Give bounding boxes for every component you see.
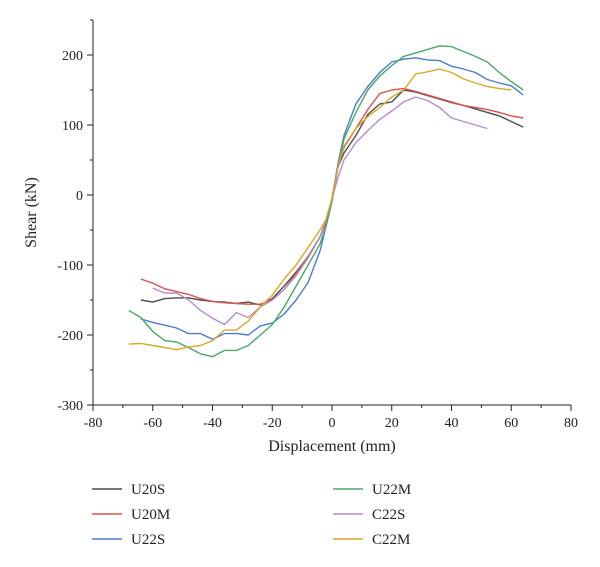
x-tick-label: -80 [84, 416, 103, 431]
series-line-c22m [128, 68, 512, 351]
x-tick-label: -60 [143, 416, 162, 431]
series-group [128, 45, 524, 358]
legend-label: U22M [372, 482, 411, 498]
x-tick-label: 80 [564, 416, 578, 431]
legend: U20S U20M U22S U22M C22S C22M [92, 482, 411, 548]
x-tick-label: 20 [385, 416, 399, 431]
x-tick-label: 0 [329, 416, 336, 431]
y-tick-label: -200 [57, 329, 83, 344]
y-tick-label: -100 [57, 259, 83, 274]
series-line-c22s [152, 96, 488, 326]
legend-label: U20S [131, 482, 165, 498]
y-axis-title: Shear (kN) [23, 177, 40, 248]
legend-label: U20M [131, 507, 170, 523]
x-tick-label: -20 [263, 416, 282, 431]
y-tick-label: -300 [57, 399, 83, 414]
legend-label: U22S [131, 532, 165, 548]
legend-label: C22M [372, 532, 410, 548]
series-line-u22m [128, 45, 524, 358]
x-tick-label: -40 [203, 416, 222, 431]
legend-label: C22S [372, 507, 405, 523]
x-axis-title: Displacement (mm) [268, 438, 396, 455]
x-tick-label: 60 [504, 416, 518, 431]
y-tick-label: 100 [62, 119, 83, 134]
y-tick-label: 200 [62, 49, 83, 64]
y-tick-label: 0 [76, 189, 83, 204]
x-tick-label: 40 [445, 416, 459, 431]
